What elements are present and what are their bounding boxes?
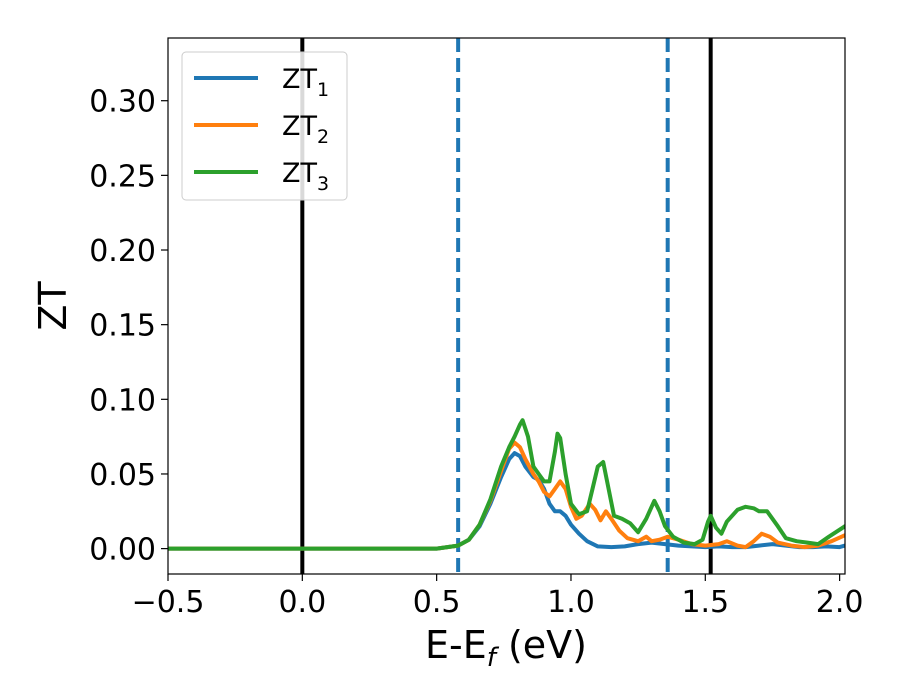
y-tick-label: 0.00 — [89, 533, 156, 568]
y-tick-label: 0.10 — [89, 383, 156, 418]
x-tick-label: 1.0 — [547, 585, 595, 620]
x-axis: −0.5 0.0 0.5 1.0 1.5 2.0 — [132, 574, 864, 620]
y-tick-label: 0.25 — [89, 159, 156, 194]
x-tick-label: 1.5 — [681, 585, 729, 620]
x-axis-label-unit: (eV) — [496, 623, 587, 667]
x-axis-label-main: E-E — [425, 623, 487, 667]
legend-label-2: ZT2 — [282, 111, 329, 148]
series-line-1 — [168, 451, 845, 551]
legend-label-1: ZT1 — [282, 64, 329, 101]
y-tick-label: 0.30 — [89, 85, 156, 120]
legend-label-3: ZT3 — [282, 158, 329, 195]
legend-box — [181, 51, 348, 201]
legend: ZT1 ZT2 ZT3 — [181, 51, 348, 201]
series-lines — [168, 418, 845, 551]
series-line-3 — [168, 418, 845, 551]
y-axis-label: ZT — [31, 281, 75, 331]
x-tick-label: 2.0 — [816, 585, 864, 620]
x-tick-label: 0.5 — [413, 585, 461, 620]
y-axis: 0.00 0.05 0.10 0.15 0.20 0.25 0.30 — [89, 85, 168, 568]
x-tick-label: −0.5 — [132, 585, 205, 620]
y-tick-label: 0.05 — [89, 458, 156, 493]
series-line-2 — [168, 440, 845, 551]
y-tick-label: 0.15 — [89, 309, 156, 344]
y-tick-label: 0.20 — [89, 234, 156, 269]
x-axis-label: E-Ef (eV) — [425, 623, 587, 673]
plot-frame — [167, 37, 846, 575]
x-tick-label: 0.0 — [278, 585, 326, 620]
